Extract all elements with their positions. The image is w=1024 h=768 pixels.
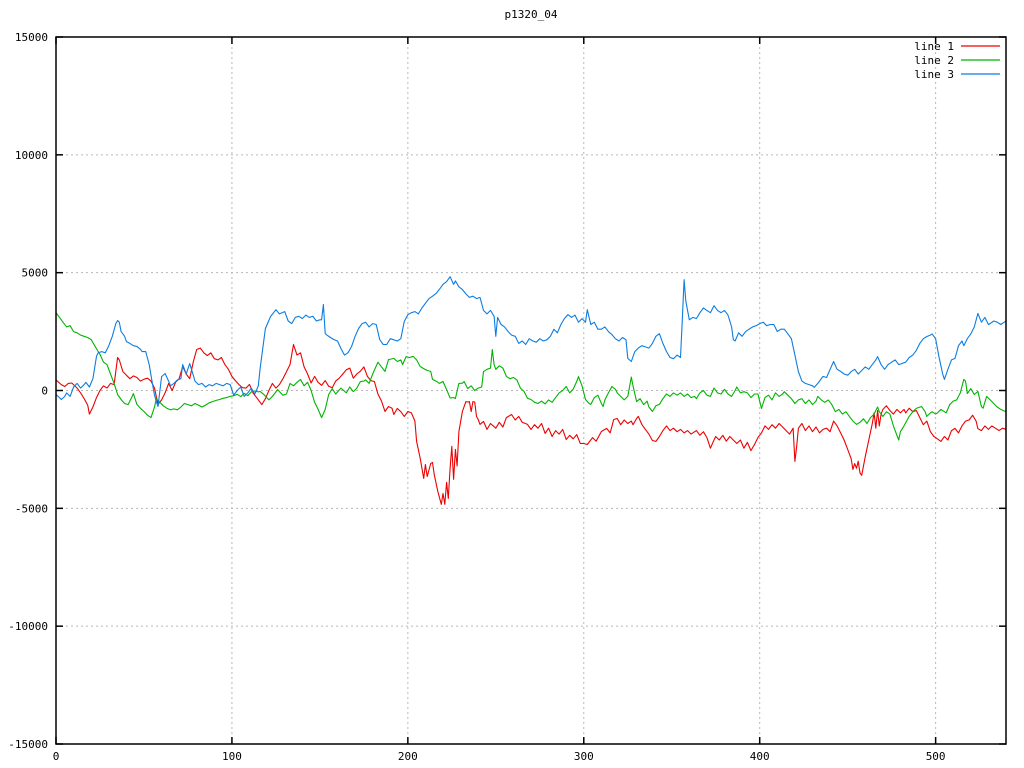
x-tick-label: 300	[574, 750, 594, 763]
y-tick-label: 15000	[15, 31, 48, 44]
legend-label: line 3	[914, 68, 954, 81]
x-tick-label: 200	[398, 750, 418, 763]
y-tick-label: 5000	[22, 267, 49, 280]
y-tick-label: 0	[41, 385, 48, 398]
x-tick-label: 0	[53, 750, 60, 763]
axis-ticks	[55, 36, 1006, 745]
tick-labels: 0 100 200 300 400 500 -15000 -10000 -5000 0 5000 10…	[8, 31, 945, 763]
y-tick-label: 10000	[15, 149, 48, 162]
gridlines	[56, 37, 1006, 744]
y-tick-label: -10000	[8, 620, 48, 633]
x-tick-label: 100	[222, 750, 242, 763]
y-tick-label: -5000	[15, 502, 48, 515]
x-tick-label: 500	[926, 750, 946, 763]
series-line-2	[55, 312, 1007, 441]
legend-label: line 2	[914, 54, 954, 67]
x-tick-label: 400	[750, 750, 770, 763]
legend-label: line 1	[914, 40, 954, 53]
series-line-3	[55, 276, 1007, 408]
series-line-1	[55, 343, 1007, 505]
series-lines	[55, 276, 1007, 505]
chart-title: p1320_04	[505, 8, 558, 21]
y-tick-label: -15000	[8, 738, 48, 751]
